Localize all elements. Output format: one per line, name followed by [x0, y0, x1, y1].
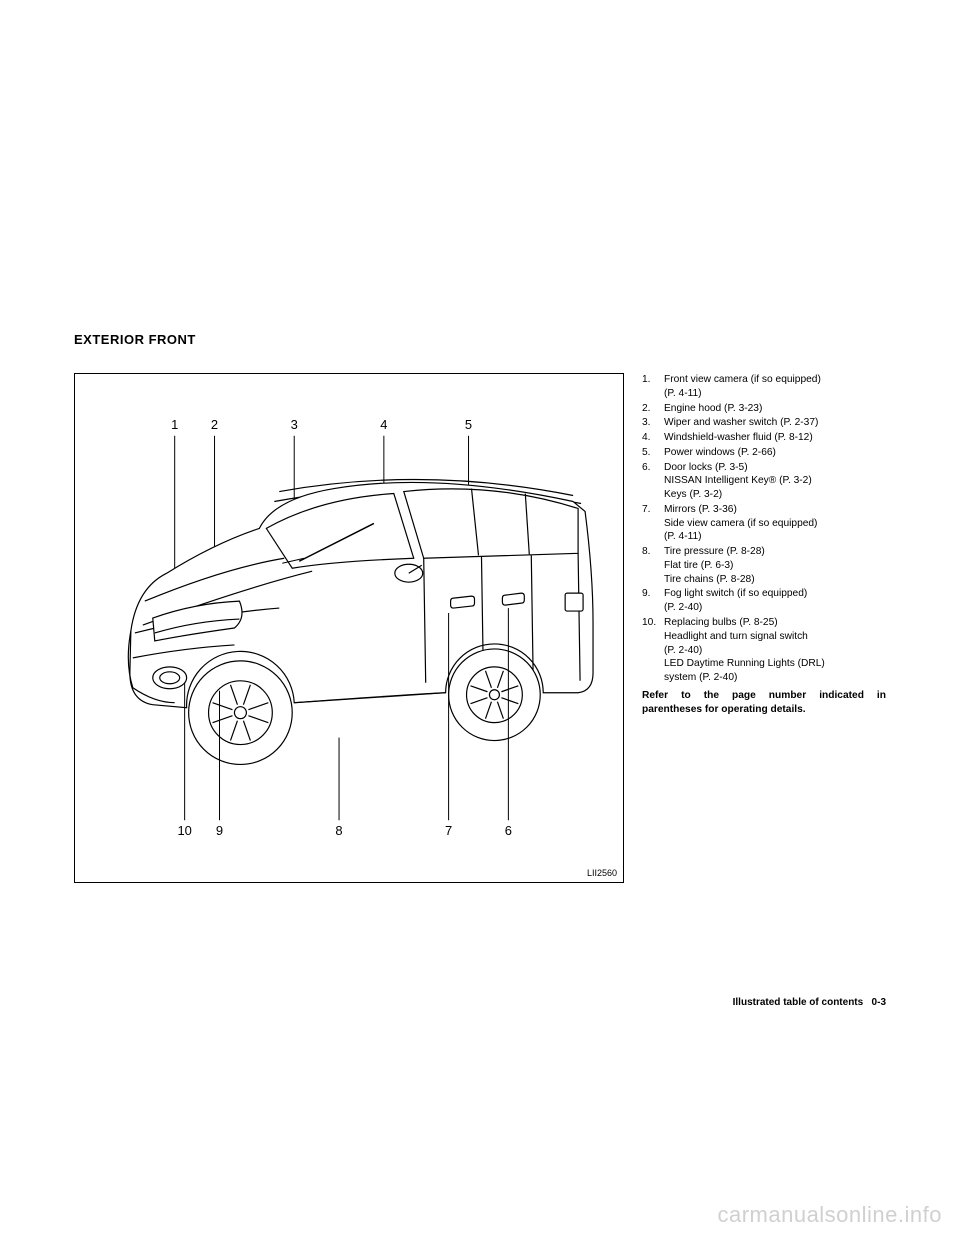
legend-item-text: Power windows (P. 2-66): [664, 446, 886, 460]
legend-item-number: 3.: [642, 416, 664, 430]
legend-item: 1.Front view camera (if so equipped)(P. …: [642, 373, 886, 401]
legend-item-text: Fog light switch (if so equipped)(P. 2-4…: [664, 587, 886, 615]
legend-item-text: Tire pressure (P. 8-28)Flat tire (P. 6-3…: [664, 545, 886, 586]
legend-item-number: 5.: [642, 446, 664, 460]
svg-text:6: 6: [505, 823, 512, 838]
legend-item-number: 10.: [642, 616, 664, 685]
svg-text:9: 9: [216, 823, 223, 838]
svg-text:10: 10: [177, 823, 191, 838]
legend-list: 1.Front view camera (if so equipped)(P. …: [642, 373, 886, 883]
legend-item-number: 9.: [642, 587, 664, 615]
legend-item: 6.Door locks (P. 3-5)NISSAN Intelligent …: [642, 461, 886, 502]
content-row: 1 2 3 4 5: [74, 373, 886, 883]
vehicle-diagram: 1 2 3 4 5: [74, 373, 624, 883]
legend-item-text: Windshield-washer fluid (P. 8-12): [664, 431, 886, 445]
legend-item-text: Mirrors (P. 3-36)Side view camera (if so…: [664, 503, 886, 544]
legend-item-number: 7.: [642, 503, 664, 544]
page-footer: Illustrated table of contents 0-3: [733, 997, 886, 1008]
legend-item-number: 1.: [642, 373, 664, 401]
legend-item-text: Engine hood (P. 3-23): [664, 402, 886, 416]
section-title: EXTERIOR FRONT: [74, 332, 886, 347]
legend-item: 9.Fog light switch (if so equipped)(P. 2…: [642, 587, 886, 615]
svg-text:5: 5: [465, 417, 472, 432]
legend-item-number: 8.: [642, 545, 664, 586]
legend-item: 4.Windshield-washer fluid (P. 8-12): [642, 431, 886, 445]
svg-text:1: 1: [171, 417, 178, 432]
legend-item-number: 4.: [642, 431, 664, 445]
svg-text:2: 2: [211, 417, 218, 432]
legend-item: 10.Replacing bulbs (P. 8-25)Headlight an…: [642, 616, 886, 685]
footer-label: Illustrated table of contents: [733, 997, 864, 1008]
legend-note: Refer to the page number indicated in pa…: [642, 689, 886, 717]
legend-item-number: 6.: [642, 461, 664, 502]
legend-item: 8.Tire pressure (P. 8-28)Flat tire (P. 6…: [642, 545, 886, 586]
manual-page: EXTERIOR FRONT 1 2 3 4 5: [74, 332, 886, 962]
watermark: carmanualsonline.info: [717, 1202, 942, 1228]
legend-item-text: Wiper and washer switch (P. 2-37): [664, 416, 886, 430]
legend-item-number: 2.: [642, 402, 664, 416]
legend-item: 3.Wiper and washer switch (P. 2-37): [642, 416, 886, 430]
legend-item: 2.Engine hood (P. 3-23): [642, 402, 886, 416]
legend-item-text: Front view camera (if so equipped)(P. 4-…: [664, 373, 886, 401]
legend-item-text: Door locks (P. 3-5)NISSAN Intelligent Ke…: [664, 461, 886, 502]
figure-id: LII2560: [587, 868, 617, 878]
legend-item-text: Replacing bulbs (P. 8-25)Headlight and t…: [664, 616, 886, 685]
svg-text:8: 8: [335, 823, 342, 838]
svg-text:4: 4: [380, 417, 387, 432]
svg-text:7: 7: [445, 823, 452, 838]
svg-text:3: 3: [291, 417, 298, 432]
diagram-svg: 1 2 3 4 5: [75, 374, 623, 882]
legend-item: 7.Mirrors (P. 3-36)Side view camera (if …: [642, 503, 886, 544]
legend-item: 5.Power windows (P. 2-66): [642, 446, 886, 460]
footer-page: 0-3: [872, 997, 886, 1008]
